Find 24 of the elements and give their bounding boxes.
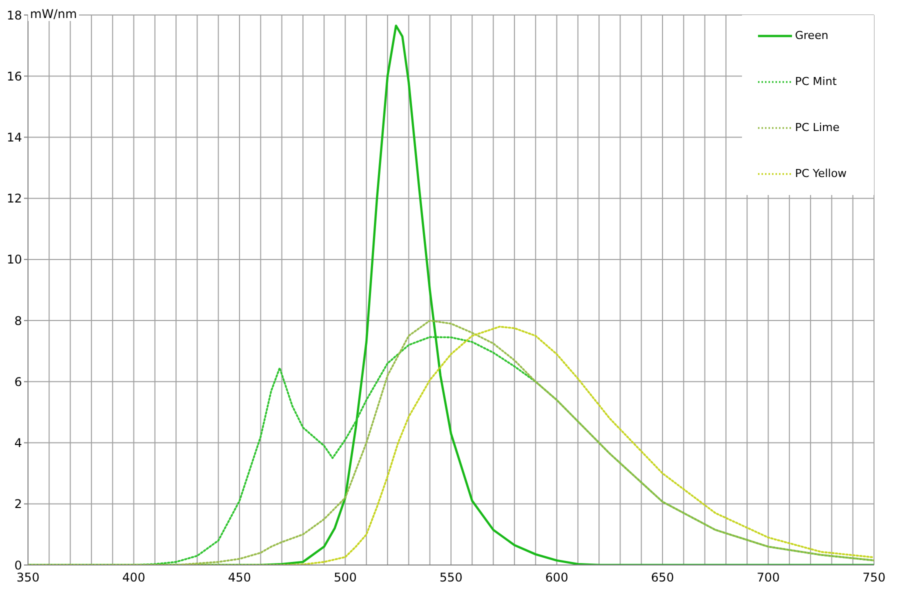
x-tick-label: 600	[545, 570, 568, 585]
x-tick-label: 400	[122, 570, 146, 585]
legend-label: Green	[795, 29, 828, 42]
x-tick-label: 450	[228, 570, 251, 585]
x-tick-label: 750	[862, 570, 886, 585]
y-tick-label: 16	[6, 69, 22, 84]
y-tick-label: 0	[14, 558, 22, 572]
y-tick-label: 18	[6, 8, 22, 22]
y-tick-label: 8	[14, 314, 22, 328]
x-tick-label: 550	[440, 570, 462, 585]
legend-label: PC Lime	[795, 121, 840, 134]
y-tick-label: 10	[6, 252, 22, 267]
y-tick-label: 4	[14, 436, 22, 450]
legend-label: PC Yellow	[795, 167, 847, 180]
y-tick-label: 6	[14, 374, 22, 389]
y-axis-title: mW/nm	[28, 7, 79, 21]
x-tick-label: 350	[16, 570, 40, 585]
y-tick-label: 2	[14, 497, 22, 512]
x-tick-label: 700	[756, 570, 780, 585]
x-tick-label: 500	[334, 570, 357, 585]
x-tick-label: 650	[651, 570, 674, 585]
y-tick-label: 12	[6, 192, 22, 206]
y-tick-label: 14	[6, 130, 22, 144]
legend-label: PC Mint	[795, 75, 837, 88]
